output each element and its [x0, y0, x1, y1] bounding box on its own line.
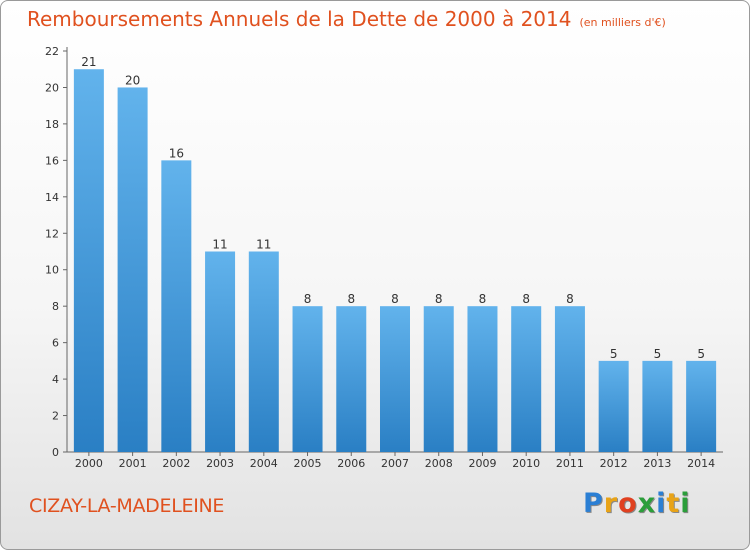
y-tick-label: 2 — [52, 410, 59, 423]
x-tick-label: 2007 — [381, 457, 409, 470]
bar — [554, 306, 585, 452]
data-label: 8 — [566, 292, 574, 306]
data-label: 5 — [610, 347, 618, 361]
y-tick-label: 16 — [45, 154, 59, 167]
y-tick-label: 6 — [52, 337, 59, 350]
bar — [598, 360, 629, 452]
y-tick-label: 8 — [52, 300, 59, 313]
proxiti-logo: Proxiti — [583, 488, 691, 519]
logo-letter: r — [603, 488, 619, 519]
bar — [248, 251, 279, 452]
data-label: 21 — [81, 55, 96, 69]
bar — [205, 251, 236, 452]
logo-letter: P — [583, 488, 604, 519]
bar — [511, 306, 542, 452]
logo-letter: i — [680, 488, 691, 519]
data-label: 11 — [212, 238, 227, 252]
commune-name: CIZAY-LA-MADELEINE — [29, 495, 225, 517]
unit-note: (en milliers d'€) — [579, 16, 666, 29]
data-label: 20 — [125, 73, 140, 87]
data-label: 5 — [654, 347, 662, 361]
x-tick-label: 2001 — [119, 457, 147, 470]
y-tick-label: 0 — [52, 446, 59, 459]
x-tick-label: 2010 — [512, 457, 540, 470]
data-label: 8 — [304, 292, 312, 306]
logo-letter: i — [656, 488, 667, 519]
x-tick-label: 2014 — [687, 457, 715, 470]
bar — [423, 306, 454, 452]
x-tick-label: 2012 — [600, 457, 628, 470]
y-tick-label: 4 — [52, 373, 59, 386]
bar — [73, 69, 104, 453]
bar — [336, 306, 367, 452]
data-label: 16 — [169, 146, 184, 160]
data-label: 8 — [522, 292, 530, 306]
y-tick-label: 10 — [45, 264, 59, 277]
data-label: 5 — [697, 347, 705, 361]
chart-title: Remboursements Annuels de la Dette de 20… — [27, 7, 666, 31]
x-tick-label: 2003 — [206, 457, 234, 470]
y-tick-label: 20 — [45, 81, 59, 94]
y-tick-label: 22 — [45, 45, 59, 58]
y-tick-label: 18 — [45, 118, 59, 131]
bar — [117, 87, 148, 453]
x-tick-label: 2013 — [643, 457, 671, 470]
x-tick-label: 2011 — [556, 457, 584, 470]
bar — [292, 306, 323, 452]
logo-letter: o — [618, 488, 638, 519]
bar — [380, 306, 410, 452]
data-label: 11 — [256, 238, 271, 252]
bar — [686, 360, 717, 452]
x-tick-label: 2006 — [337, 457, 365, 470]
bar — [467, 306, 498, 452]
logo-letter: x — [637, 488, 657, 519]
data-label: 8 — [391, 292, 399, 306]
bar — [161, 160, 192, 452]
x-tick-label: 2004 — [250, 457, 278, 470]
data-label: 8 — [479, 292, 487, 306]
chart-title-text: Remboursements Annuels de la Dette de 20… — [27, 7, 572, 31]
x-tick-label: 2009 — [468, 457, 496, 470]
y-tick-label: 12 — [45, 227, 59, 240]
y-tick-label: 14 — [45, 191, 59, 204]
x-tick-label: 2008 — [425, 457, 453, 470]
data-label: 8 — [435, 292, 443, 306]
bar — [642, 360, 673, 452]
x-tick-label: 2005 — [294, 457, 322, 470]
data-label: 8 — [347, 292, 355, 306]
x-tick-label: 2000 — [75, 457, 103, 470]
x-tick-label: 2002 — [162, 457, 190, 470]
logo-letter: t — [666, 488, 681, 519]
